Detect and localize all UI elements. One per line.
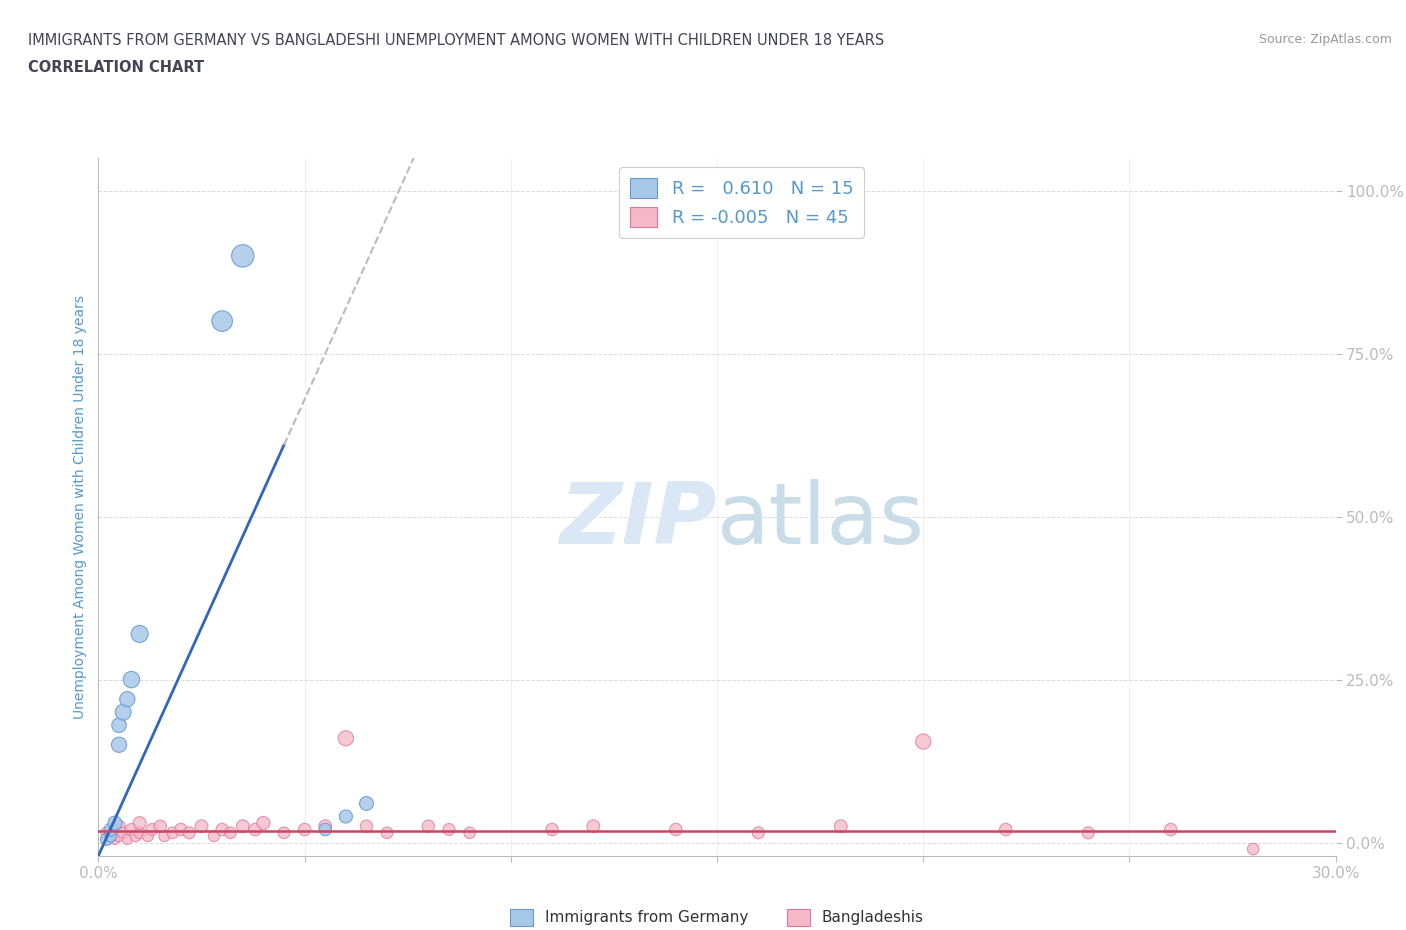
Point [1077, 825, 1099, 840]
Point [232, 248, 254, 263]
Point [830, 818, 852, 833]
Point [314, 822, 336, 837]
Point [335, 809, 357, 824]
Point [96, 825, 118, 840]
Point [120, 822, 142, 837]
Point [100, 830, 122, 844]
Point [458, 825, 481, 840]
Point [149, 818, 172, 833]
Point [335, 731, 357, 746]
Point [747, 825, 769, 840]
Point [541, 822, 564, 837]
Point [314, 818, 336, 833]
Point [190, 818, 212, 833]
Legend: Immigrants from Germany, Bangladeshis: Immigrants from Germany, Bangladeshis [503, 903, 931, 930]
Point [117, 692, 139, 707]
Point [356, 818, 378, 833]
Point [202, 829, 225, 844]
Point [232, 818, 254, 833]
Point [117, 831, 139, 846]
Point [100, 822, 122, 837]
Point [1241, 842, 1264, 857]
Point [153, 829, 176, 844]
Point [294, 822, 316, 837]
Point [912, 734, 935, 749]
Point [100, 829, 122, 844]
Point [162, 825, 184, 840]
Point [124, 829, 146, 844]
Point [104, 831, 127, 846]
Point [437, 822, 460, 837]
Point [128, 627, 150, 642]
Point [356, 796, 378, 811]
Text: IMMIGRANTS FROM GERMANY VS BANGLADESHI UNEMPLOYMENT AMONG WOMEN WITH CHILDREN UN: IMMIGRANTS FROM GERMANY VS BANGLADESHI U… [28, 33, 884, 47]
Point [211, 313, 233, 328]
Point [136, 829, 159, 844]
Y-axis label: Unemployment Among Women with Children Under 18 years: Unemployment Among Women with Children U… [73, 295, 87, 719]
Point [179, 825, 201, 840]
Point [375, 825, 398, 840]
Point [243, 822, 266, 837]
Point [1160, 822, 1182, 837]
Point [108, 737, 131, 752]
Text: atlas: atlas [717, 479, 925, 563]
Point [112, 825, 135, 840]
Point [120, 672, 142, 687]
Point [418, 818, 440, 833]
Point [108, 818, 131, 833]
Point [108, 718, 131, 733]
Point [211, 822, 233, 837]
Text: ZIP: ZIP [560, 479, 717, 563]
Point [108, 829, 131, 844]
Text: Source: ZipAtlas.com: Source: ZipAtlas.com [1258, 33, 1392, 46]
Point [994, 822, 1017, 837]
Point [582, 818, 605, 833]
Point [141, 822, 163, 837]
Point [273, 825, 295, 840]
Point [128, 825, 150, 840]
Point [104, 816, 127, 830]
Point [252, 816, 274, 830]
Point [112, 705, 135, 720]
Text: CORRELATION CHART: CORRELATION CHART [28, 60, 204, 75]
Point [128, 816, 150, 830]
Point [96, 831, 118, 846]
Point [170, 822, 193, 837]
Point [219, 825, 242, 840]
Point [665, 822, 688, 837]
Point [104, 822, 127, 837]
